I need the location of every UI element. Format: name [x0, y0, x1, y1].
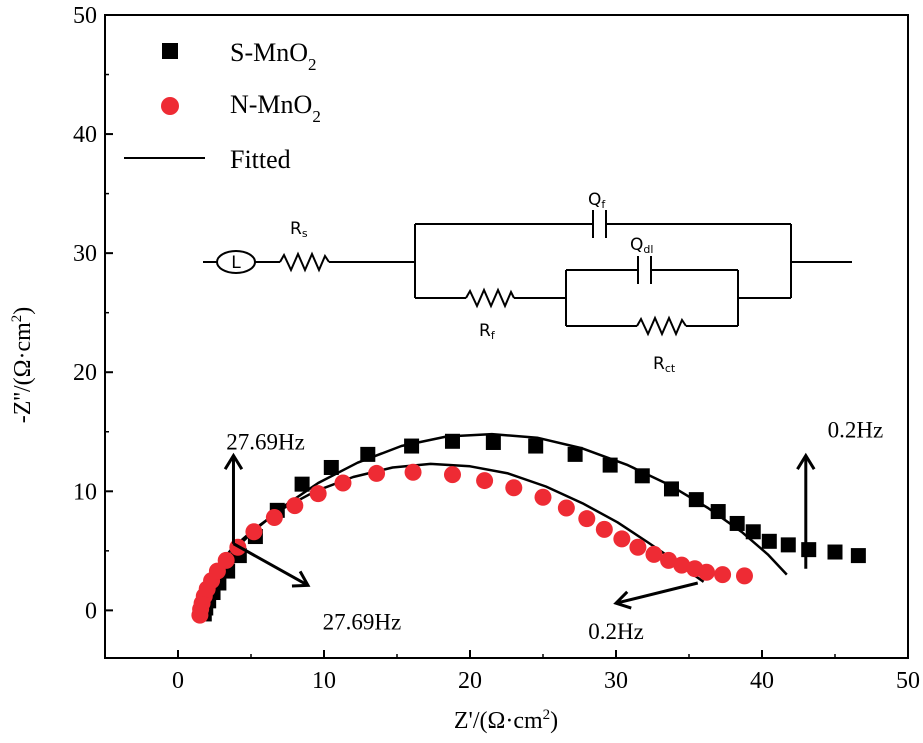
n-mno2-point — [505, 479, 523, 497]
s-mno2-point — [827, 544, 843, 560]
n-mno2-point — [534, 488, 552, 506]
y-tick-label: 50 — [73, 3, 97, 29]
resistor-rs — [279, 251, 330, 273]
frequency-arrow — [613, 581, 699, 610]
legend-marker-n-mno2 — [161, 97, 179, 115]
circuit-label-qf: Qf — [588, 190, 606, 211]
frequency-annotation: 27.69Hz — [323, 609, 402, 634]
frequency-annotations: 27.69Hz 27.69Hz 0.2Hz 0.2Hz — [226, 418, 883, 644]
y-tick-label: 30 — [73, 241, 97, 267]
s-mno2-point — [688, 492, 704, 508]
frequency-arrows — [223, 452, 816, 610]
x-tick-label: 30 — [604, 668, 628, 694]
n-mno2-point — [217, 551, 235, 569]
frequency-arrow — [796, 452, 816, 569]
n-mno2-point — [735, 567, 753, 585]
legend-label-n-mno2: N-MnO2 — [230, 90, 321, 126]
n-mno2-point — [368, 464, 386, 482]
s-mno2-point — [528, 438, 544, 454]
x-tick-label: 40 — [750, 668, 774, 694]
frequency-arrow — [223, 452, 244, 544]
n-mno2-point — [443, 466, 461, 484]
n-mno2-point — [286, 497, 304, 515]
frequency-annotation: 27.69Hz — [226, 430, 305, 455]
frequency-annotation: 0.2Hz — [828, 418, 884, 443]
plot-frame — [104, 14, 909, 659]
n-mno2-point — [595, 520, 613, 538]
x-tick-label: 0 — [172, 668, 184, 694]
y-tick-label: 40 — [73, 122, 97, 148]
s-mno2-point — [404, 438, 420, 454]
y-tick-label: 10 — [73, 479, 97, 505]
resistor-rf — [465, 287, 515, 309]
frequency-annotation: 0.2Hz — [588, 619, 644, 644]
legend-label-fitted: Fitted — [230, 145, 291, 174]
s-mno2-point — [360, 446, 376, 462]
legend: S-MnO2 N-MnO2 Fitted — [124, 38, 321, 174]
n-mno2-point — [265, 508, 283, 526]
s-mno2-point — [663, 481, 679, 497]
n-mno2-point — [557, 499, 575, 517]
n-mno2-point — [673, 556, 691, 574]
circuit-label-l: L — [231, 253, 241, 273]
equivalent-circuit — [203, 210, 852, 337]
n-mno2-point — [476, 472, 494, 490]
x-axis-title: Z'/(Ω·cm2) — [454, 707, 558, 734]
s-mno2-point — [729, 515, 745, 531]
y-tick-label: 0 — [85, 598, 97, 624]
circuit-label-rct: Rct — [653, 354, 676, 375]
s-mno2-point — [780, 537, 796, 553]
frequency-arrow — [232, 542, 311, 588]
tick-labels: 0 10 20 30 40 50 0 10 20 30 40 50 — [73, 3, 920, 694]
legend-label-s-mno2: S-MnO2 — [230, 38, 317, 74]
axis-ticks — [105, 14, 909, 658]
n-mno2-point — [245, 523, 263, 541]
n-mno2-point — [714, 566, 732, 584]
s-mno2-point — [444, 433, 460, 449]
n-mno2-point — [334, 474, 352, 492]
s-mno2-point — [323, 459, 339, 475]
s-mno2-point — [602, 457, 618, 473]
y-tick-label: 20 — [73, 360, 97, 386]
x-tick-label: 10 — [312, 668, 336, 694]
x-tick-label: 20 — [458, 668, 482, 694]
circuit-labels: L Rs Qf Qdl Rf Rct — [231, 190, 676, 375]
circuit-label-qdl: Qdl — [630, 235, 653, 256]
s-mno2-point — [485, 434, 501, 450]
circuit-label-rf: Rf — [479, 321, 496, 342]
resistor-rct — [636, 315, 687, 337]
n-mno2-point — [629, 538, 647, 556]
y-axis-title: -Z''/(Ω·cm2) — [9, 307, 36, 424]
s-mno2-point — [634, 468, 650, 484]
s-mno2-point — [850, 548, 866, 564]
data-points — [191, 433, 866, 624]
s-mno2-point — [294, 476, 310, 492]
circuit-label-rs: Rs — [290, 219, 308, 240]
x-tick-label: 50 — [896, 668, 920, 694]
n-mno2-point — [645, 545, 663, 563]
s-mno2-point — [567, 446, 583, 462]
n-mno2-point — [309, 485, 327, 503]
n-mno2-point — [404, 463, 422, 481]
legend-marker-s-mno2 — [162, 43, 178, 59]
n-mno2-point — [698, 563, 716, 581]
s-mno2-point — [710, 504, 726, 520]
n-mno2-point — [660, 551, 678, 569]
n-mno2-point — [578, 510, 596, 528]
s-mno2-point — [801, 542, 817, 558]
s-mno2-point — [745, 524, 761, 540]
s-mno2-point — [761, 533, 777, 549]
n-mno2-point — [613, 530, 631, 548]
